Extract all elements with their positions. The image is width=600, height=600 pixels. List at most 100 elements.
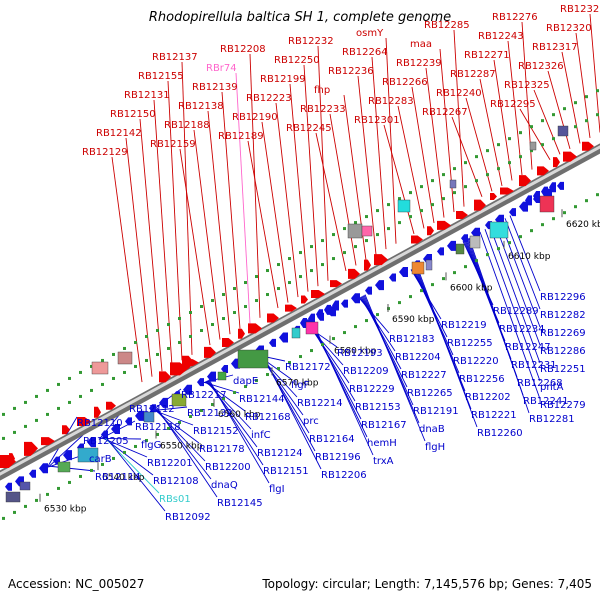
forward-gene-arrow xyxy=(330,280,342,288)
scale-dot xyxy=(453,167,456,171)
scale-tick-label: 6530 kbp xyxy=(44,505,87,515)
scale-tick-label: 6570 kbp xyxy=(276,378,319,388)
label-leader-line xyxy=(125,137,153,377)
scale-tick-label: 6590 kbp xyxy=(392,315,435,325)
scale-dot xyxy=(277,367,280,371)
gene-label: RB12145 xyxy=(217,498,263,509)
label-leader-line xyxy=(507,40,523,176)
forward-gene-arrow xyxy=(490,192,497,200)
gene-label: flgI xyxy=(269,484,285,495)
forward-gene-arrow xyxy=(456,210,468,219)
gene-label: hemH xyxy=(367,438,397,449)
gene-label: RB12209 xyxy=(343,366,389,377)
scale-dot xyxy=(420,185,423,189)
scale-dot xyxy=(211,323,214,327)
reverse-gene-arrow xyxy=(332,300,339,311)
scale-dot xyxy=(277,287,280,291)
feature-box xyxy=(361,225,373,237)
scale-dot xyxy=(156,432,159,436)
label-leader-line xyxy=(519,108,551,160)
gene-label: RB12132 xyxy=(187,408,233,419)
gene-label: RB12124 xyxy=(257,448,303,459)
label-leader-line xyxy=(371,56,387,250)
reverse-gene-arrow xyxy=(29,469,36,478)
forward-gene-arrow xyxy=(500,187,514,195)
gene-label: RB12231 xyxy=(511,360,557,371)
gene-label: RB12110 xyxy=(77,418,123,429)
feature-box xyxy=(117,351,133,365)
gene-label: RB12320 xyxy=(546,23,592,34)
gene-label: infC xyxy=(251,430,271,441)
gene-label: RB12220 xyxy=(453,356,499,367)
scale-dot xyxy=(299,275,302,279)
scale-dot xyxy=(244,281,247,285)
feature-box xyxy=(305,321,319,335)
scale-dot xyxy=(310,245,313,249)
gene-label: RB12271 xyxy=(464,50,510,61)
reverse-gene-arrow xyxy=(399,267,408,278)
scale-tick-label: 6610 kbp xyxy=(508,252,551,262)
gene-label: RB12323 xyxy=(560,4,600,15)
scale-dot xyxy=(167,346,170,350)
feature-box xyxy=(469,235,481,249)
scale-dot xyxy=(222,397,225,401)
gene-label: RB12189 xyxy=(218,131,264,142)
label-leader-line xyxy=(357,75,377,255)
scale-dot xyxy=(288,281,291,285)
gene-label: RB12206 xyxy=(321,470,367,481)
scale-dot xyxy=(79,474,82,478)
scale-dot xyxy=(321,239,324,243)
scale-dot xyxy=(596,89,599,93)
gene-label: carB xyxy=(89,454,112,465)
scale-dot xyxy=(398,221,401,225)
feature-box xyxy=(557,125,569,137)
forward-gene-arrow xyxy=(24,441,38,455)
scale-dot xyxy=(134,444,137,448)
label-leader-line xyxy=(303,64,319,287)
gene-label: RB12251 xyxy=(540,364,586,375)
label-leader-line xyxy=(310,323,362,420)
forward-gene-arrow xyxy=(248,323,262,334)
feature-box xyxy=(5,491,21,503)
label-leader-line xyxy=(101,437,148,458)
reverse-gene-arrow xyxy=(300,318,307,328)
gene-label: RB12255 xyxy=(447,338,493,349)
label-leader-line xyxy=(547,70,571,149)
reverse-gene-arrow xyxy=(557,181,564,190)
scale-dot xyxy=(530,229,533,233)
scale-dot xyxy=(475,179,478,183)
gene-label: dapE xyxy=(233,376,258,387)
reverse-gene-arrow xyxy=(351,293,360,304)
scale-dot xyxy=(431,179,434,183)
label-leader-line xyxy=(509,215,541,292)
scale-dot xyxy=(288,257,291,261)
gene-label: RB12172 xyxy=(285,362,331,373)
gene-label: RB12108 xyxy=(153,476,199,487)
scale-dot xyxy=(299,251,302,255)
scale-dot xyxy=(299,355,302,359)
scale-dot xyxy=(552,113,555,117)
gene-label: RB12268 xyxy=(517,378,563,389)
label-leader-line xyxy=(181,61,193,355)
scale-dot xyxy=(387,227,390,231)
scale-dot xyxy=(46,412,49,416)
gene-label: RB12183 xyxy=(389,334,435,345)
scale-dot xyxy=(68,480,71,484)
label-leader-line xyxy=(493,59,513,181)
gene-label: RB12151 xyxy=(263,466,309,477)
scale-dot xyxy=(497,167,500,171)
scale-dot xyxy=(189,414,192,418)
scale-dot xyxy=(486,173,489,177)
scale-dot xyxy=(321,343,324,347)
forward-gene-arrow xyxy=(285,304,297,312)
scale-dot xyxy=(442,173,445,177)
forward-gene-arrow xyxy=(427,226,434,236)
scale-tick-label: 6580 kbp xyxy=(334,347,377,357)
forward-gene-arrow xyxy=(582,141,594,151)
label-leader-line xyxy=(193,129,221,340)
gene-label: RB12196 xyxy=(315,452,361,463)
scale-dot xyxy=(574,125,577,129)
scale-dot xyxy=(343,331,346,335)
label-leader-line xyxy=(167,80,183,361)
reverse-gene-arrow xyxy=(519,201,528,212)
